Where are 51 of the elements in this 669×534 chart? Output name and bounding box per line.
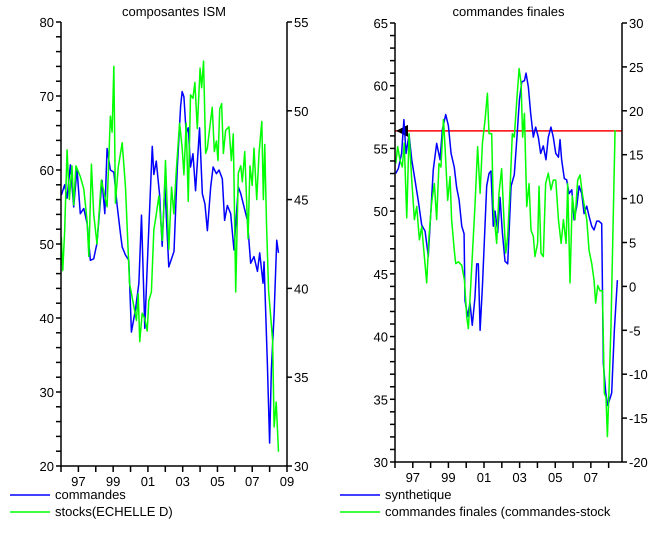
y-tick-label: 60 [374, 78, 388, 94]
y2-tick-label: -20 [629, 455, 648, 470]
x-tick-label: 09 [280, 474, 294, 489]
y-tick-label: 50 [374, 204, 388, 220]
x-tick-label: 05 [548, 470, 562, 485]
y-tick-label: 45 [374, 266, 388, 282]
legend-label: commandes finales (commandes-stock [385, 504, 610, 519]
y-tick-label: 60 [40, 163, 54, 178]
legend-label: stocks(ECHELLE D) [55, 504, 173, 519]
chart-title: commandes finales [452, 4, 566, 19]
y-tick-label: 30 [40, 385, 54, 400]
y2-tick-label: 45 [294, 192, 308, 208]
x-tick-label: 01 [476, 470, 492, 485]
y2-tick-label: -5 [629, 323, 641, 338]
x-tick-label: 03 [512, 470, 527, 485]
x-tick-label: 99 [441, 470, 456, 485]
x-tick-label: 05 [210, 474, 225, 489]
y2-tick-label: 35 [294, 370, 308, 386]
legend-label: commandes [55, 487, 126, 502]
y2-tick-label: 15 [629, 148, 644, 163]
x-tick-label: 01 [140, 474, 156, 489]
y2-tick-label: -10 [629, 367, 648, 382]
y2-tick-label: 55 [294, 15, 308, 30]
y2-tick-label: 10 [629, 192, 644, 207]
y-tick-label: 80 [40, 15, 54, 30]
x-tick-label: 03 [175, 474, 190, 489]
y-tick-label: 40 [374, 330, 388, 345]
y-tick-label: 65 [374, 16, 388, 31]
y-tick-label: 35 [374, 392, 388, 408]
x-tick-label: 07 [584, 470, 598, 485]
y-tick-label: 50 [40, 237, 54, 252]
y-tick-label: 70 [40, 89, 54, 104]
legend-label: synthetique [385, 487, 452, 502]
chart-title: composantes ISM [120, 4, 228, 19]
y2-tick-label: 30 [294, 459, 308, 474]
y-tick-label: 40 [40, 311, 54, 326]
y2-tick-label: 5 [629, 236, 636, 250]
y-tick-label: 55 [374, 141, 388, 156]
y2-tick-label: 50 [294, 104, 308, 119]
x-tick-label: 97 [71, 474, 86, 489]
y2-tick-label: 25 [629, 60, 644, 75]
y2-tick-label: 20 [629, 104, 644, 119]
x-tick-label: 97 [406, 470, 420, 485]
y2-tick-label: 30 [629, 16, 644, 31]
y-tick-label: 20 [40, 459, 54, 474]
x-tick-label: 99 [106, 474, 120, 489]
y2-tick-label: -15 [629, 411, 648, 426]
y2-tick-label: 0 [629, 279, 636, 294]
x-tick-label: 07 [244, 474, 260, 489]
y-tick-label: 30 [374, 455, 388, 470]
y2-tick-label: 40 [294, 281, 308, 296]
